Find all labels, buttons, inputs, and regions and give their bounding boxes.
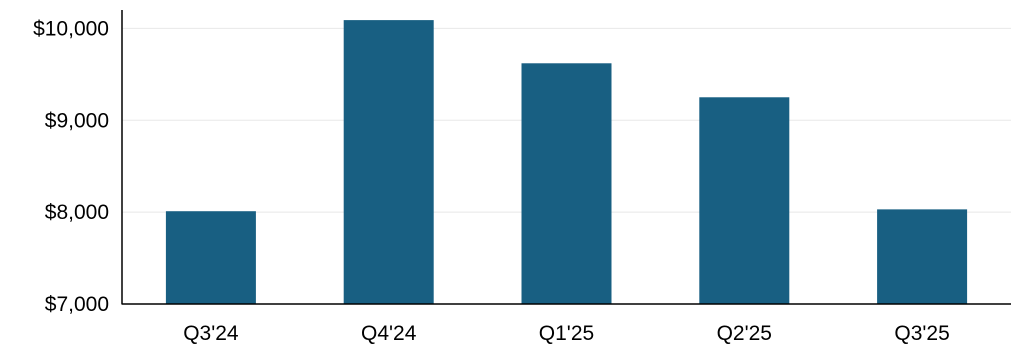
x-tick-label: Q1'25 [539,322,594,345]
bar [343,20,434,304]
bar-layer [165,20,968,304]
x-tick-label: Q3'24 [183,322,239,345]
bar [877,209,968,304]
y-tick-label: $8,000 [45,201,109,224]
bar [699,97,790,304]
y-tick-label: $7,000 [45,293,109,316]
x-tick-labels: Q3'24 Q4'24 Q1'25 Q2'25 Q3'25 [183,322,950,345]
axis-layer [121,10,1011,305]
bar [521,63,612,304]
y-tick-label: $9,000 [45,109,109,132]
x-tick-label: Q2'25 [717,322,772,345]
y-tick-labels: $7,000 $8,000 $9,000 $10,000 [33,17,109,316]
y-tick-label: $10,000 [33,17,109,40]
bar [165,211,256,304]
x-tick-label: Q3'25 [894,322,949,345]
x-tick-label: Q4'24 [361,322,417,345]
